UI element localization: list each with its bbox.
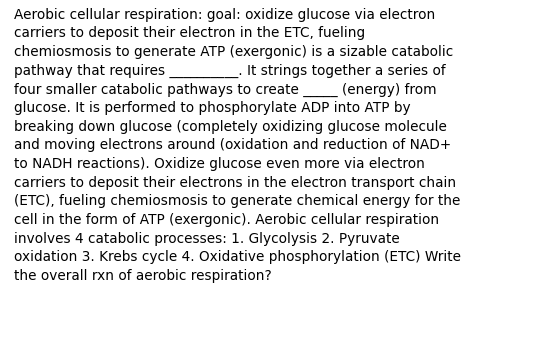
- Text: Aerobic cellular respiration: goal: oxidize glucose via electron
carriers to dep: Aerobic cellular respiration: goal: oxid…: [14, 8, 461, 283]
